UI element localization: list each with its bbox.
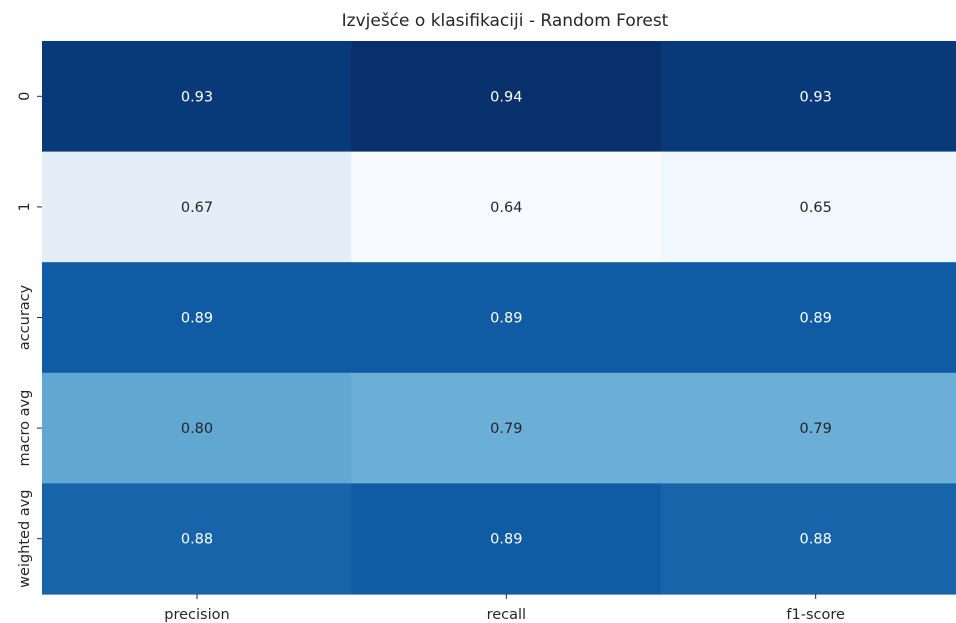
heatmap-cell — [660, 372, 956, 484]
y-tick-label: 1 — [17, 202, 33, 211]
heatmap-cell — [42, 151, 352, 263]
cell-value-label: 0.93 — [800, 89, 832, 105]
heatmap-cell — [351, 483, 662, 595]
y-tick-label: weighted avg — [17, 490, 33, 588]
cell-value-label: 0.88 — [800, 532, 832, 548]
heatmap-cell — [660, 262, 956, 374]
cell-value-label: 0.89 — [181, 311, 213, 327]
x-axis: precision recall f1-score — [164, 594, 845, 623]
y-axis: 0 1 accuracy macro avg weighted avg — [17, 92, 42, 588]
heatmap-cell — [351, 262, 662, 374]
heatmap-cell — [351, 372, 662, 484]
cell-value-label: 0.79 — [490, 421, 522, 437]
cell-value-label: 0.67 — [181, 200, 213, 216]
heatmap-cell-labels: 0.93 0.94 0.93 0.67 0.64 0.65 0.89 0.89 0.89 0.80… — [181, 89, 832, 547]
heatmap-cell — [42, 483, 352, 595]
y-tick-label: macro avg — [17, 390, 33, 467]
cell-value-label: 0.64 — [490, 200, 522, 216]
cell-value-label: 0.89 — [800, 311, 832, 327]
heatmap-cell — [351, 151, 662, 263]
cell-value-label: 0.89 — [490, 532, 522, 548]
heatmap-cell — [42, 372, 352, 484]
cell-value-label: 0.80 — [181, 421, 213, 437]
y-tick-label: 0 — [17, 92, 33, 101]
cell-value-label: 0.93 — [181, 89, 213, 105]
heatmap-cell — [660, 151, 956, 263]
heatmap-cell — [42, 262, 352, 374]
heatmap-cells — [42, 41, 956, 595]
cell-value-label: 0.65 — [800, 200, 832, 216]
chart-title: Izvješće o klasifikaciji - Random Forest — [342, 11, 669, 31]
y-tick-label: accuracy — [17, 284, 33, 350]
heatmap-cell — [42, 41, 352, 153]
x-tick-label: precision — [164, 607, 229, 623]
heatmap-cell — [660, 41, 956, 153]
cell-value-label: 0.79 — [800, 421, 832, 437]
cell-value-label: 0.94 — [490, 89, 522, 105]
heatmap-cell — [351, 41, 662, 153]
heatmap-cell — [660, 483, 956, 595]
x-tick-label: f1-score — [786, 607, 845, 623]
cell-value-label: 0.89 — [490, 311, 522, 327]
cell-value-label: 0.88 — [181, 532, 213, 548]
x-tick-label: recall — [487, 607, 526, 623]
